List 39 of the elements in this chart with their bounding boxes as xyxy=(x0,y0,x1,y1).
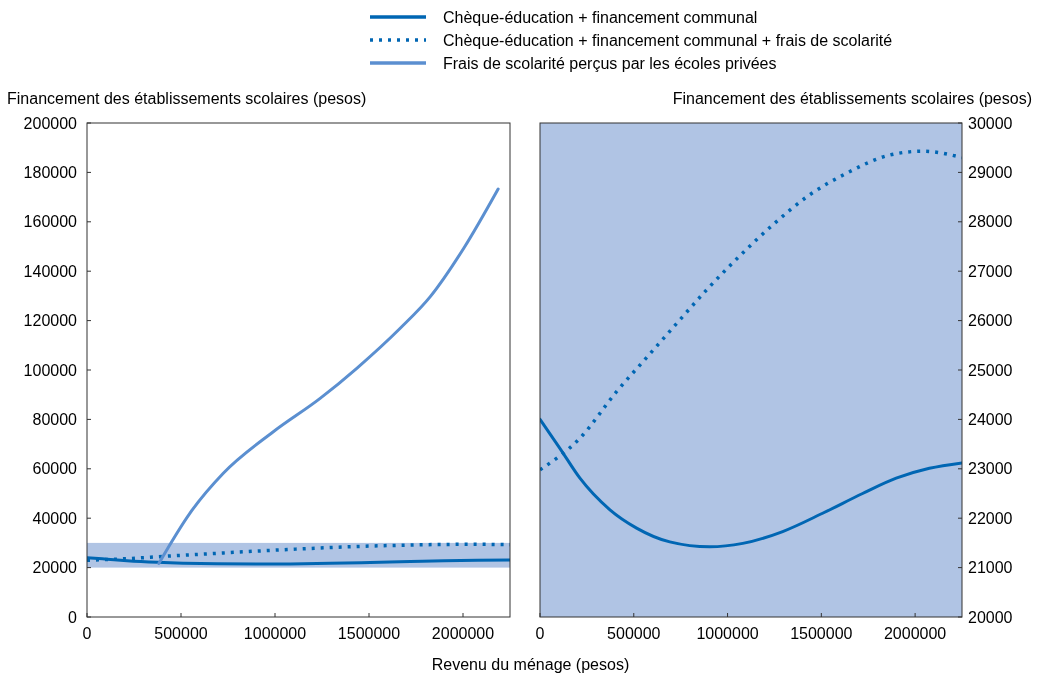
line-series xyxy=(157,187,500,565)
x-tick-label: 1000000 xyxy=(696,625,759,642)
y-tick-label: 60000 xyxy=(32,460,78,478)
y-tick-label: 20000 xyxy=(968,608,1013,626)
y-tick-label: 80000 xyxy=(32,411,78,428)
legend-label: Frais de scolarité perçus par les écoles privées xyxy=(443,54,777,72)
y-tick-label: 160000 xyxy=(23,213,78,231)
y-tick-label: 21000 xyxy=(968,559,1013,577)
x-axis-title: Revenu du ménage (pesos) xyxy=(431,656,630,673)
y-tick-label: 40000 xyxy=(32,509,78,527)
y-axis-title: Financement des établissements scolaires (pesos) xyxy=(7,90,367,107)
y-tick-label: 25000 xyxy=(968,361,1013,379)
y-tick-label: 180000 xyxy=(23,164,78,181)
x-tick-label: 2000000 xyxy=(431,625,495,642)
y-tick-label: 100000 xyxy=(23,361,78,379)
x-tick-label: 1500000 xyxy=(790,625,853,642)
y-tick-label: 23000 xyxy=(968,460,1013,478)
x-tick-label: 500000 xyxy=(607,625,661,642)
x-tick-label: 1000000 xyxy=(243,625,307,642)
x-tick-label: 2000000 xyxy=(883,625,947,642)
y-tick-label: 28000 xyxy=(968,213,1013,231)
y-tick-label: 24000 xyxy=(968,411,1013,428)
y-tick-label: 29000 xyxy=(968,164,1013,181)
y-tick-label: 30000 xyxy=(968,114,1013,132)
y-tick-label: 27000 xyxy=(968,262,1013,280)
y-axis-title: Financement des établissements scolaires (pesos) xyxy=(672,90,1032,107)
x-tick-label: 0 xyxy=(82,625,92,642)
y-tick-label: 140000 xyxy=(23,262,78,280)
legend-label: Chèque-éducation + financement communal + frais de scolarité xyxy=(443,31,893,49)
y-tick-label: 0 xyxy=(68,608,78,626)
y-tick-label: 22000 xyxy=(968,509,1013,527)
y-tick-label: 20000 xyxy=(32,559,78,577)
x-tick-label: 500000 xyxy=(154,625,208,642)
legend-label: Chèque-éducation + financement communal xyxy=(443,8,758,26)
y-tick-label: 120000 xyxy=(23,312,78,330)
x-tick-label: 0 xyxy=(535,625,545,642)
y-tick-label: 26000 xyxy=(968,312,1013,330)
y-tick-label: 200000 xyxy=(23,114,78,132)
x-tick-label: 1500000 xyxy=(337,625,401,642)
